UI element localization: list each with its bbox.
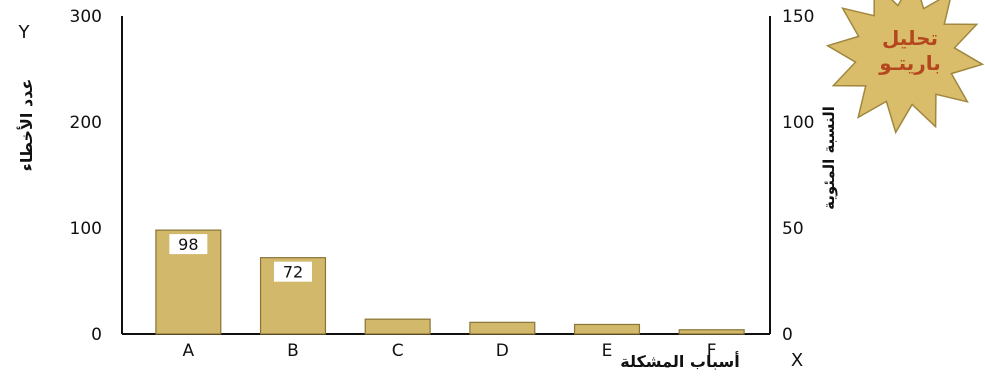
x-tick-label-A: A <box>183 341 195 361</box>
x-tick-label-F: F <box>707 341 717 361</box>
data-label-B: 72 <box>274 261 312 282</box>
data-label-box <box>169 234 208 255</box>
y-axis-title: عدد الأخطاء <box>17 79 36 172</box>
y-axis-letter: Y <box>18 22 31 43</box>
bar-D <box>469 321 536 335</box>
x-tick-label-C: C <box>392 341 404 361</box>
data-label-text: 98 <box>178 235 198 254</box>
data-label-text: 72 <box>283 263 303 282</box>
x-tick-label-B: B <box>287 341 299 361</box>
data-labels: 98 72 <box>169 234 312 282</box>
y-tick-label-1: 100 <box>70 219 102 239</box>
badge-text-line1: تحليل <box>882 26 938 50</box>
data-label-box <box>274 261 312 282</box>
y2-tick-label-0: 0 <box>782 325 793 345</box>
x-axis-letter: X <box>791 350 803 371</box>
y-tick-label-2: 200 <box>70 113 102 133</box>
x-tick-label-E: E <box>602 341 613 361</box>
bars <box>155 229 745 335</box>
data-label-A: 98 <box>169 234 208 255</box>
pareto-badge: تحليل باريتـو <box>825 0 985 135</box>
bar-C <box>364 318 431 335</box>
bar-F <box>678 329 745 335</box>
badge-star-shape <box>825 0 985 135</box>
y-tick-labels: 0 100 200 300 <box>70 7 102 345</box>
y2-tick-label-2: 100 <box>782 113 814 133</box>
y2-tick-label-1: 50 <box>782 219 804 239</box>
x-axis-title: أسباب المشكلة <box>620 351 739 371</box>
y2-tick-label-3: 150 <box>782 7 814 27</box>
y2-tick-labels: 0 50 100 150 <box>782 7 814 345</box>
x-tick-labels: A B C D E F <box>183 341 717 361</box>
x-tick-label-D: D <box>496 341 509 361</box>
badge-text-line2: باريتـو <box>878 51 941 75</box>
y-tick-label-3: 300 <box>70 7 102 27</box>
bar-E <box>573 323 641 335</box>
y-tick-label-0: 0 <box>91 325 102 345</box>
y2-axis-title: النسبة المئوية <box>820 106 838 210</box>
